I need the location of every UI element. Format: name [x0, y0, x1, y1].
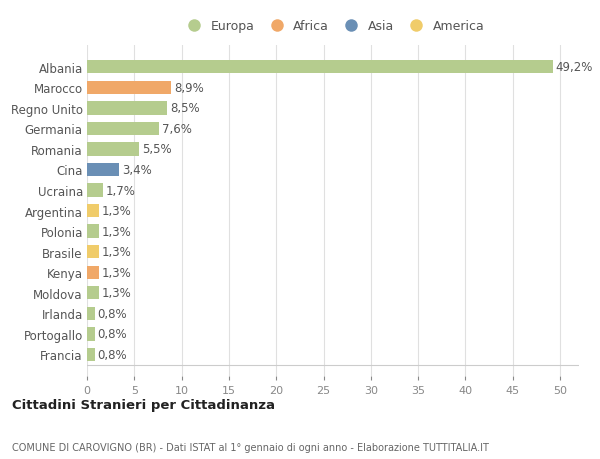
Text: 7,6%: 7,6%	[162, 123, 191, 135]
Bar	[87, 286, 100, 300]
Bar	[87, 163, 119, 177]
Bar	[87, 307, 95, 320]
Bar	[87, 266, 100, 280]
Text: 49,2%: 49,2%	[556, 61, 593, 74]
Text: Cittadini Stranieri per Cittadinanza: Cittadini Stranieri per Cittadinanza	[12, 398, 275, 412]
Text: 1,3%: 1,3%	[102, 287, 132, 300]
Text: 1,3%: 1,3%	[102, 246, 132, 258]
Text: 1,3%: 1,3%	[102, 266, 132, 279]
Bar	[87, 246, 100, 259]
Text: 1,7%: 1,7%	[106, 184, 136, 197]
Bar	[87, 102, 167, 115]
Bar	[87, 143, 139, 156]
Bar	[87, 225, 100, 238]
Legend: Europa, Africa, Asia, America: Europa, Africa, Asia, America	[182, 20, 484, 33]
Bar	[87, 348, 95, 361]
Bar	[87, 184, 103, 197]
Bar	[87, 81, 171, 95]
Text: 1,3%: 1,3%	[102, 225, 132, 238]
Bar	[87, 123, 159, 136]
Text: 8,9%: 8,9%	[174, 82, 204, 95]
Text: 8,5%: 8,5%	[170, 102, 200, 115]
Bar	[87, 204, 100, 218]
Text: 0,8%: 0,8%	[97, 348, 127, 361]
Bar	[87, 61, 553, 74]
Text: 0,8%: 0,8%	[97, 328, 127, 341]
Text: 1,3%: 1,3%	[102, 205, 132, 218]
Text: 5,5%: 5,5%	[142, 143, 172, 156]
Bar	[87, 328, 95, 341]
Text: 0,8%: 0,8%	[97, 307, 127, 320]
Text: 3,4%: 3,4%	[122, 164, 152, 177]
Text: COMUNE DI CAROVIGNO (BR) - Dati ISTAT al 1° gennaio di ogni anno - Elaborazione : COMUNE DI CAROVIGNO (BR) - Dati ISTAT al…	[12, 442, 489, 452]
